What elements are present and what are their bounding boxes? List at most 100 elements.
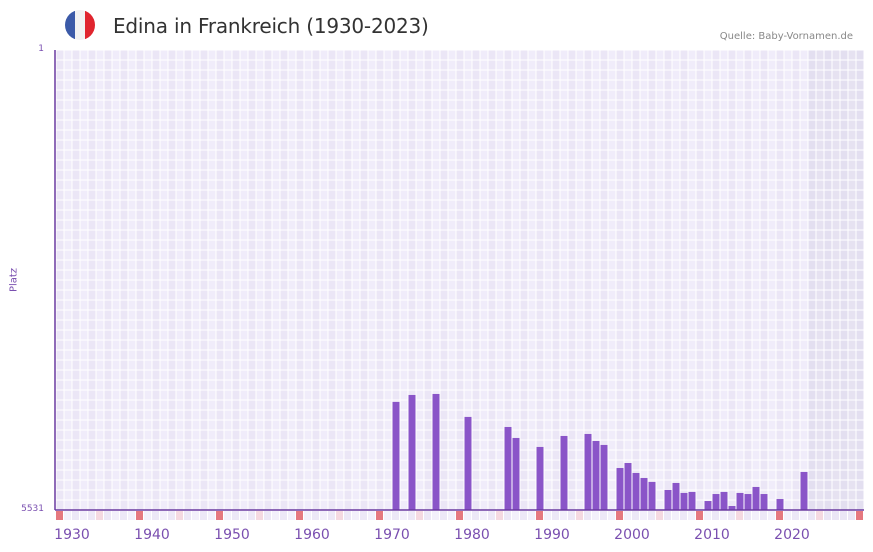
grid-cell — [192, 400, 200, 410]
grid-cell — [680, 460, 688, 470]
grid-cell — [328, 460, 336, 470]
grid-cell — [528, 490, 536, 500]
grid-cell — [88, 140, 96, 150]
grid-cell — [120, 370, 128, 380]
grid-cell — [352, 370, 360, 380]
grid-cell — [568, 90, 576, 100]
grid-cell — [152, 390, 160, 400]
grid-cell — [288, 340, 296, 350]
grid-cell — [296, 440, 304, 450]
grid-cell — [456, 460, 464, 470]
grid-cell — [472, 70, 480, 80]
grid-cell — [512, 120, 520, 130]
grid-cell — [176, 180, 184, 190]
grid-cell — [528, 170, 536, 180]
grid-cell — [480, 200, 488, 210]
grid-cell — [456, 140, 464, 150]
grid-cell — [248, 280, 256, 290]
grid-cell — [176, 400, 184, 410]
grid-cell — [160, 240, 168, 250]
grid-cell — [768, 70, 776, 80]
grid-cell — [376, 50, 384, 60]
grid-cell — [568, 180, 576, 190]
grid-cell — [744, 130, 752, 140]
grid-cell — [320, 390, 328, 400]
grid-cell — [272, 260, 280, 270]
grid-cell — [856, 470, 864, 480]
grid-cell — [504, 220, 512, 230]
grid-cell — [544, 180, 552, 190]
grid-cell — [672, 340, 680, 350]
grid-cell — [504, 90, 512, 100]
grid-cell — [440, 360, 448, 370]
grid-cell — [344, 290, 352, 300]
grid-cell — [104, 130, 112, 140]
grid-cell — [320, 130, 328, 140]
grid-cell — [488, 120, 496, 130]
grid-cell — [784, 420, 792, 430]
grid-cell — [200, 460, 208, 470]
grid-cell — [792, 300, 800, 310]
grid-cell — [80, 190, 88, 200]
grid-cell — [520, 260, 528, 270]
grid-cell — [64, 60, 72, 70]
grid-cell — [336, 170, 344, 180]
grid-cell — [744, 220, 752, 230]
grid-cell — [736, 380, 744, 390]
grid-cell — [264, 50, 272, 60]
grid-cell — [264, 240, 272, 250]
grid-cell — [176, 50, 184, 60]
grid-cell — [576, 400, 584, 410]
grid-cell — [112, 460, 120, 470]
grid-cell — [600, 260, 608, 270]
grid-cell — [336, 360, 344, 370]
grid-cell — [616, 140, 624, 150]
grid-cell — [216, 310, 224, 320]
grid-cell — [296, 260, 304, 270]
grid-cell — [856, 220, 864, 230]
grid-cell — [552, 220, 560, 230]
grid-cell — [152, 430, 160, 440]
grid-cell — [800, 230, 808, 240]
grid-cell — [752, 90, 760, 100]
grid-cell — [576, 360, 584, 370]
grid-cell — [832, 350, 840, 360]
grid-cell — [752, 150, 760, 160]
grid-cell — [472, 310, 480, 320]
grid-cell — [568, 170, 576, 180]
grid-cell — [424, 490, 432, 500]
grid-cell — [136, 150, 144, 160]
grid-cell — [192, 490, 200, 500]
grid-cell — [328, 270, 336, 280]
grid-cell — [64, 70, 72, 80]
grid-cell — [480, 270, 488, 280]
grid-cell — [808, 260, 816, 270]
grid-cell — [752, 380, 760, 390]
grid-cell — [448, 160, 456, 170]
grid-cell — [848, 120, 856, 130]
grid-cell — [184, 140, 192, 150]
grid-cell — [808, 400, 816, 410]
grid-cell — [168, 60, 176, 70]
grid-cell — [832, 330, 840, 340]
grid-cell — [120, 320, 128, 330]
grid-cell — [600, 240, 608, 250]
grid-cell — [632, 350, 640, 360]
grid-cell — [832, 210, 840, 220]
grid-cell — [304, 350, 312, 360]
y-tick-bottom: 5531 — [21, 504, 44, 514]
grid-cell — [736, 300, 744, 310]
grid-cell — [176, 300, 184, 310]
grid-cell — [512, 200, 520, 210]
grid-cell — [616, 330, 624, 340]
grid-cell — [408, 80, 416, 90]
grid-cell — [432, 80, 440, 90]
grid-cell — [856, 120, 864, 130]
grid-cell — [656, 90, 664, 100]
grid-cell — [480, 500, 488, 510]
grid-cell — [344, 490, 352, 500]
grid-cell — [824, 70, 832, 80]
grid-cell — [88, 300, 96, 310]
grid-cell — [408, 380, 416, 390]
grid-cell — [144, 260, 152, 270]
